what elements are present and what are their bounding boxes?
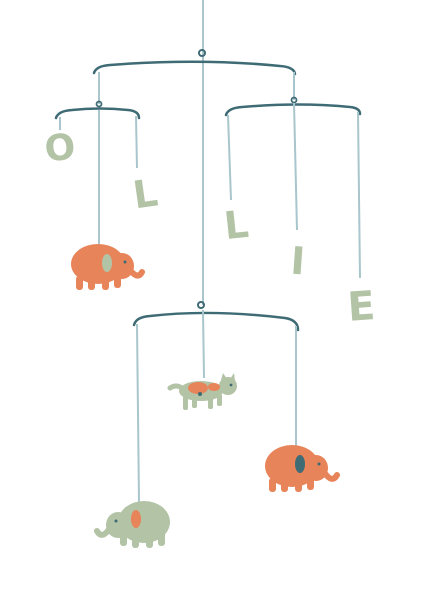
letter-l-2: L [222,202,251,248]
bottom-bar-hook [197,301,205,309]
letter-l-1: L [130,171,160,218]
top-bar-hook [198,49,206,57]
string-cat [202,309,205,379]
elephant-orange-right [265,445,340,492]
string-elephant-bottom [136,323,140,503]
bottom-bar [132,311,300,332]
string-letter-l1 [135,115,138,169]
cat-sage [167,373,237,410]
string-letter-i [293,102,298,231]
string-letter-e [357,111,361,279]
right-bar [224,103,362,117]
elephant-sage-bottom [94,501,170,548]
right-bar-hook [290,96,298,104]
letter-o: O [43,127,78,171]
letter-i: I [289,239,306,284]
top-bar [92,60,297,76]
elephant-orange-top [71,244,145,290]
string-letter-l2 [227,114,232,201]
left-bar-hook [95,100,103,108]
letter-e: E [346,283,376,331]
left-bar [54,107,141,120]
